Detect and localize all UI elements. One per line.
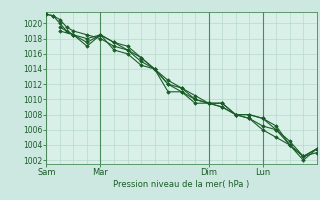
X-axis label: Pression niveau de la mer( hPa ): Pression niveau de la mer( hPa ) bbox=[114, 180, 250, 189]
